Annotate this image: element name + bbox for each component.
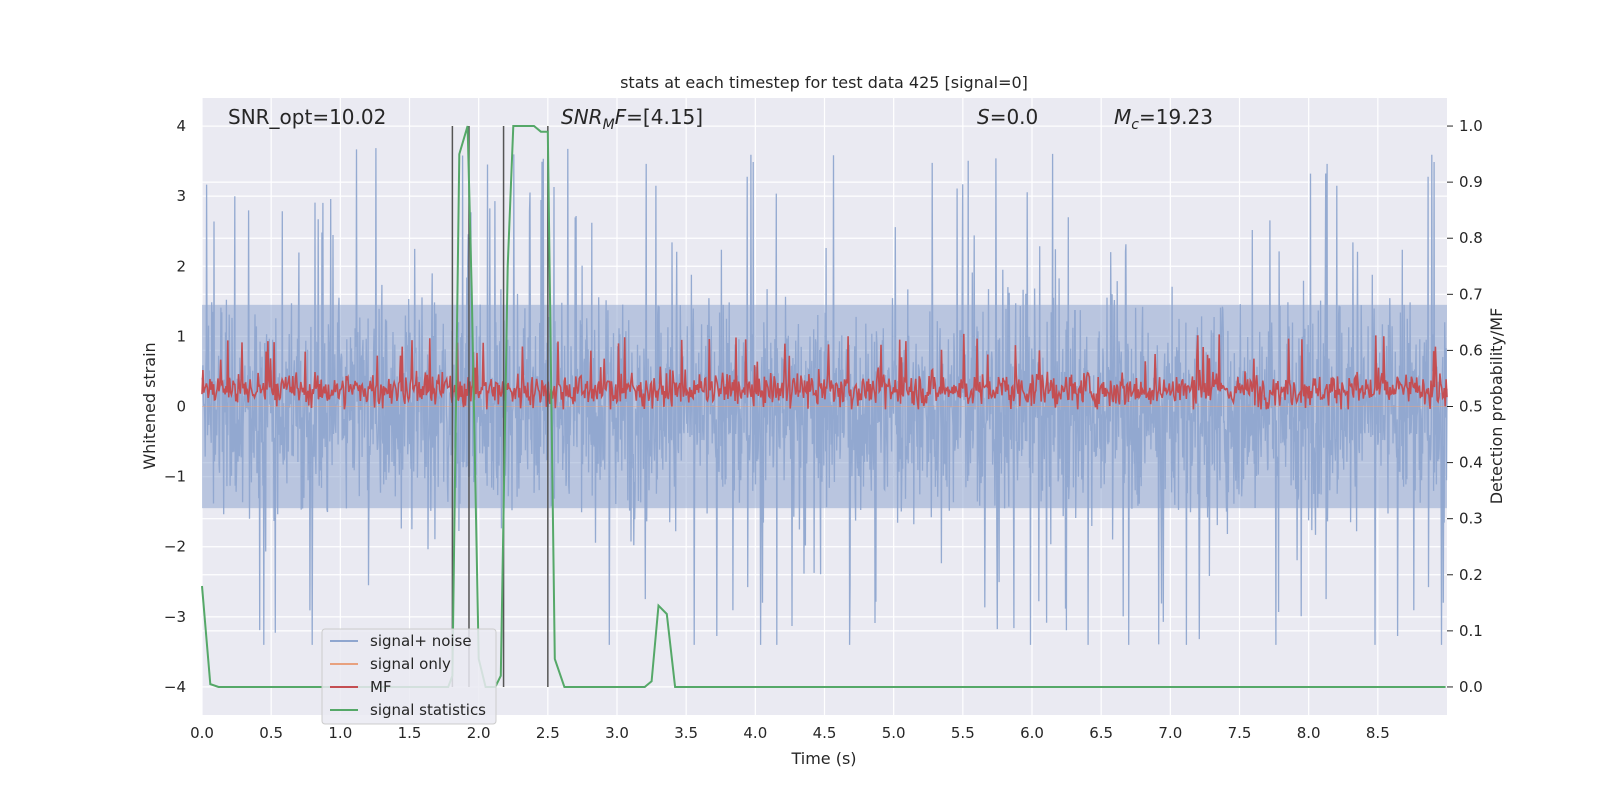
x-tick-label: 0.0 xyxy=(190,724,214,742)
legend-box xyxy=(321,628,497,725)
y-tick-label: 2 xyxy=(176,257,186,275)
legend: signal+ noise signal only MF signal stat… xyxy=(321,628,497,725)
x-tick-label: 3.5 xyxy=(674,724,698,742)
x-tick-label: 4.0 xyxy=(743,724,767,742)
y2-tick-label: 0.2 xyxy=(1459,566,1483,584)
y-tick-label: 0 xyxy=(176,398,186,416)
y2-tick-label: 0.6 xyxy=(1459,341,1483,359)
x-tick-label: 0.5 xyxy=(259,724,283,742)
x-tick-label: 5.0 xyxy=(882,724,906,742)
x-tick-label: 6.0 xyxy=(1020,724,1044,742)
annotation-snr-mf: SNRMF=[4.15] xyxy=(561,105,703,133)
y-tick-label: −2 xyxy=(164,538,186,556)
x-tick-label: 6.5 xyxy=(1089,724,1113,742)
y-tick-label: −1 xyxy=(164,468,186,486)
x-tick-label: 3.0 xyxy=(605,724,629,742)
y2-tick-label: 0.7 xyxy=(1459,285,1483,303)
y2-tick-label: 0.1 xyxy=(1459,622,1483,640)
y2-tick-label: 1.0 xyxy=(1459,117,1483,135)
y-tick-label: −3 xyxy=(164,608,186,626)
x-tick-label: 1.0 xyxy=(328,724,352,742)
y-axis-label: Whitened strain xyxy=(140,342,159,469)
y-tick-label: −4 xyxy=(164,678,186,696)
legend-label-signal-noise: signal+ noise xyxy=(370,632,472,650)
annotation-snr-opt: SNR_opt=10.02 xyxy=(228,105,386,129)
legend-label-signal-only: signal only xyxy=(370,655,451,673)
y2-tick-label: 0.8 xyxy=(1459,229,1483,247)
x-tick-label: 2.0 xyxy=(467,724,491,742)
x-tick-label: 1.5 xyxy=(398,724,422,742)
legend-label-mf: MF xyxy=(370,678,392,696)
y2-tick-label: 0.4 xyxy=(1459,454,1483,472)
annotation-mc: Mc=19.23 xyxy=(1114,105,1213,133)
axis-ticks: 0.0 0.5 1.0 1.5 2.0 2.5 3.0 3.5 4.0 4.5 5.0 5.5 6.0 6… xyxy=(164,117,1483,742)
legend-label-signal-statistics: signal statistics xyxy=(370,701,486,719)
x-tick-label: 5.5 xyxy=(951,724,975,742)
y-tick-label: 1 xyxy=(176,327,186,345)
x-tick-label: 4.5 xyxy=(813,724,837,742)
x-tick-label: 2.5 xyxy=(536,724,560,742)
x-axis-label: Time (s) xyxy=(790,749,856,768)
y-tick-label: 4 xyxy=(176,117,186,135)
annotation-s: S=0.0 xyxy=(977,105,1038,129)
y2-tick-label: 0.0 xyxy=(1459,678,1483,696)
chart-title: stats at each timestep for test data 425… xyxy=(620,73,1028,92)
x-tick-label: 7.5 xyxy=(1228,724,1252,742)
mf-series xyxy=(201,333,1448,410)
x-tick-label: 8.0 xyxy=(1297,724,1321,742)
y2-tick-label: 0.3 xyxy=(1459,510,1483,528)
x-tick-label: 8.5 xyxy=(1366,724,1390,742)
mf-line xyxy=(201,333,1448,410)
y2-tick-label: 0.9 xyxy=(1459,173,1483,191)
y2-axis-label: Detection probability/MF xyxy=(1487,308,1506,505)
y2-tick-label: 0.5 xyxy=(1459,398,1483,416)
y-tick-label: 3 xyxy=(176,187,186,205)
x-tick-label: 7.0 xyxy=(1158,724,1182,742)
